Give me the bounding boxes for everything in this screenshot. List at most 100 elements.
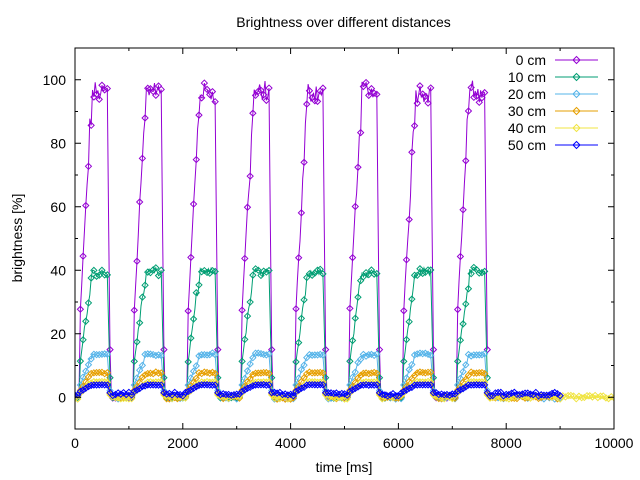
data-point [497, 394, 505, 402]
data-point [211, 267, 219, 276]
data-point [208, 87, 217, 96]
data-point [206, 381, 214, 389]
data-point [308, 351, 316, 359]
data-point [144, 369, 152, 378]
data-point [429, 345, 438, 354]
data-point [200, 368, 209, 376]
data-point [197, 381, 206, 389]
data-point [189, 200, 198, 208]
legend-label: 0 cm [516, 52, 546, 68]
data-point [453, 305, 462, 314]
data-point [192, 383, 200, 391]
data-point [98, 266, 106, 274]
data-point [537, 391, 545, 399]
data-point [413, 350, 421, 358]
data-point [424, 99, 432, 107]
data-point [92, 350, 101, 359]
data-point [138, 293, 147, 301]
data-point [505, 390, 513, 399]
data-point [157, 369, 165, 377]
data-point [365, 350, 373, 359]
data-point [157, 85, 165, 94]
data-point [127, 394, 136, 403]
data-point [529, 391, 537, 399]
data-point [265, 266, 273, 275]
data-point [243, 312, 252, 320]
data-point [319, 84, 327, 92]
data-point [427, 266, 435, 274]
data-point [265, 381, 273, 389]
data-point [189, 367, 198, 375]
x-tick-label: 6000 [383, 435, 414, 451]
data-point [413, 271, 421, 280]
data-point [111, 390, 120, 399]
data-point [154, 271, 163, 280]
data-point [475, 381, 483, 389]
data-point [330, 389, 338, 398]
data-point [149, 370, 157, 378]
data-point [157, 351, 165, 360]
data-point [480, 381, 489, 389]
data-point [300, 158, 308, 167]
data-point [456, 336, 465, 344]
data-point [82, 201, 90, 210]
data-point [192, 289, 200, 297]
data-point [87, 274, 95, 282]
data-point [141, 114, 149, 122]
data-point [303, 100, 311, 108]
data-point [300, 361, 308, 369]
data-point [373, 369, 381, 378]
data-point [319, 381, 327, 389]
legend-label: 30 cm [508, 103, 546, 119]
data-point [453, 357, 462, 366]
data-point [513, 390, 521, 399]
legend-item: 30 cm [508, 103, 598, 119]
data-point [362, 380, 370, 389]
data-point [251, 381, 260, 389]
data-point [365, 91, 373, 100]
data-point [79, 386, 87, 394]
data-point [262, 381, 271, 389]
data-point [313, 369, 322, 377]
data-point [413, 99, 421, 107]
y-tick-label: 20 [50, 326, 66, 342]
data-point [346, 387, 354, 396]
data-point [294, 254, 303, 262]
data-point [168, 394, 176, 403]
data-point [138, 154, 147, 163]
data-point [75, 391, 79, 399]
data-point [87, 381, 95, 390]
data-point [462, 157, 470, 165]
data-point [427, 84, 435, 92]
data-point [87, 355, 95, 363]
data-point [79, 336, 87, 344]
data-point [475, 368, 483, 377]
data-point [359, 381, 368, 389]
data-point [192, 374, 200, 382]
data-point [103, 381, 112, 389]
data-point [462, 300, 470, 308]
data-point [480, 369, 489, 378]
legend-item: 50 cm [508, 137, 598, 153]
data-point [294, 338, 303, 347]
data-point [292, 387, 300, 396]
data-point [421, 381, 430, 389]
data-point [359, 273, 368, 281]
data-point [103, 369, 112, 377]
data-point [268, 388, 276, 397]
data-point [467, 269, 475, 278]
data-point [84, 299, 93, 307]
data-point [491, 389, 500, 397]
data-point [173, 390, 182, 399]
data-point [206, 369, 214, 377]
data-point [144, 268, 152, 276]
data-point [515, 391, 524, 400]
data-point [319, 351, 327, 359]
data-point [144, 350, 152, 358]
data-point [421, 268, 430, 277]
data-point [211, 381, 219, 389]
data-point [356, 128, 365, 137]
data-point [308, 271, 316, 279]
data-point [100, 381, 109, 389]
